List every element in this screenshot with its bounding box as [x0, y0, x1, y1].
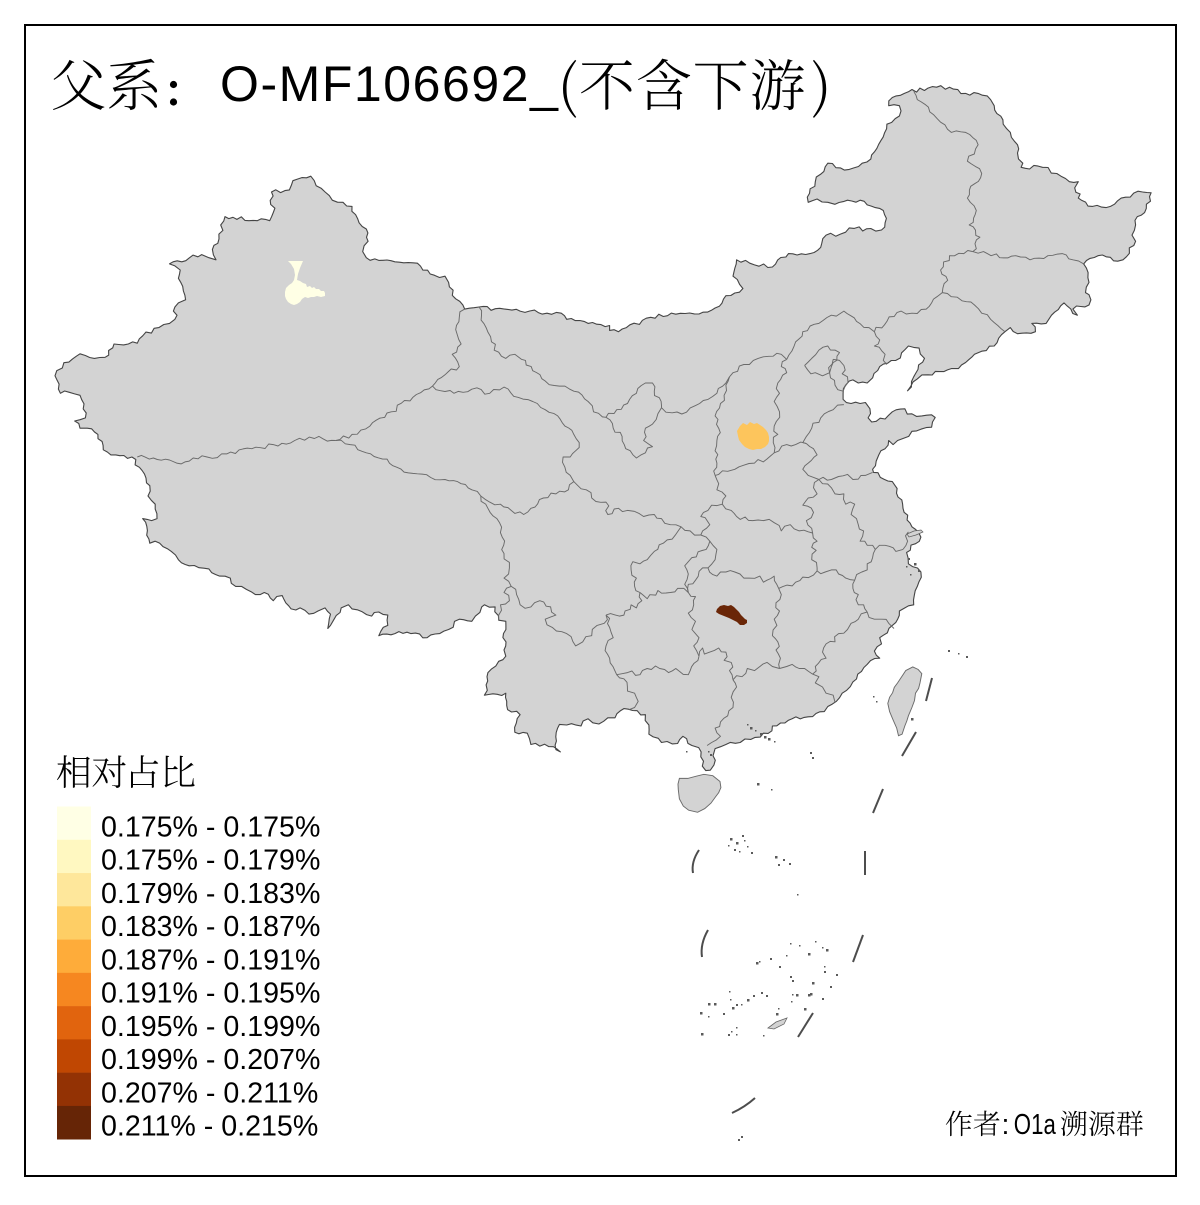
svg-text::: : [1002, 1109, 1010, 1141]
svg-text:0.199% - 0.207%: 0.199% - 0.207% [101, 1044, 320, 1076]
svg-text:0.191% - 0.195%: 0.191% - 0.195% [101, 978, 320, 1010]
svg-text:0.195% - 0.199%: 0.195% - 0.199% [101, 1011, 320, 1043]
svg-text:0.187% - 0.191%: 0.187% - 0.191% [101, 944, 320, 976]
svg-text:O1a: O1a [1014, 1109, 1057, 1140]
svg-text:0.207% - 0.211%: 0.207% - 0.211% [101, 1078, 318, 1110]
svg-text:0.183% - 0.187%: 0.183% - 0.187% [101, 911, 320, 943]
svg-text:0.179% - 0.183%: 0.179% - 0.183% [101, 878, 320, 910]
svg-text:O-MF106692_: O-MF106692_ [220, 56, 559, 112]
svg-text:0.175% - 0.179%: 0.175% - 0.179% [101, 845, 320, 877]
svg-text:0.211% - 0.215%: 0.211% - 0.215% [101, 1111, 318, 1143]
svg-text:0.175% - 0.175%: 0.175% - 0.175% [101, 811, 320, 843]
